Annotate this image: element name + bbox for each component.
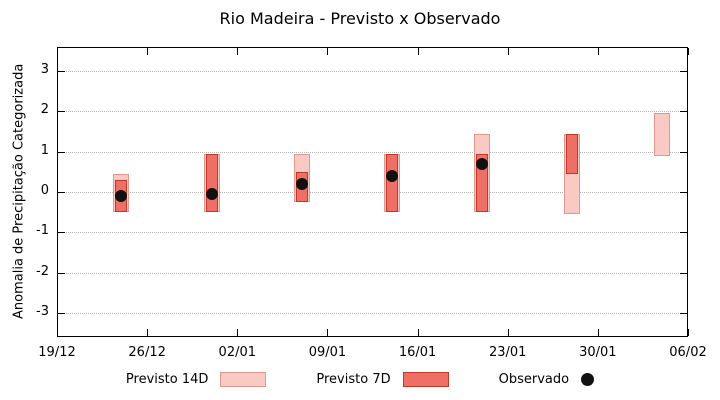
y-tick-label: -1 xyxy=(36,223,49,239)
bar-previsto-14d xyxy=(654,113,671,156)
legend-label-observado: Observado xyxy=(498,372,570,387)
observed-dot xyxy=(475,157,488,170)
x-tick-mark xyxy=(688,329,689,336)
gridline xyxy=(58,151,687,153)
y-tick-mark xyxy=(680,111,687,113)
y-tick-label: 3 xyxy=(40,62,49,78)
x-tick-mark xyxy=(507,329,509,336)
x-tick-label: 16/01 xyxy=(398,345,437,360)
gridline xyxy=(58,232,687,234)
y-tick-mark xyxy=(58,232,65,234)
y-tick-mark xyxy=(680,312,687,314)
x-tick-mark xyxy=(147,329,149,336)
x-tick-mark xyxy=(237,48,239,55)
gridline xyxy=(58,272,687,274)
x-tick-mark xyxy=(57,48,58,55)
x-tick-label: 30/01 xyxy=(579,345,617,360)
observed-dot xyxy=(205,188,218,200)
y-tick-mark xyxy=(680,151,687,153)
x-tick-mark xyxy=(597,329,599,336)
x-tick-label: 02/01 xyxy=(218,345,257,360)
y-tick-label: -2 xyxy=(36,263,49,279)
y-tick-label: 0 xyxy=(40,183,49,198)
y-tick-label: 1 xyxy=(40,142,49,158)
gridline xyxy=(58,71,687,73)
observed-dot xyxy=(295,177,308,190)
x-tick-label: 19/12 xyxy=(38,345,76,360)
y-tick-label: 2 xyxy=(40,102,49,118)
legend-swatch-observado-dot xyxy=(581,373,595,386)
observed-dot xyxy=(385,169,398,182)
x-tick-mark xyxy=(597,48,599,55)
x-tick-mark xyxy=(417,48,419,55)
legend-item-observado: Observado xyxy=(498,372,595,387)
legend-label-previsto-7d: Previsto 7D xyxy=(316,372,391,387)
bar-previsto-7d xyxy=(385,153,398,213)
gridline xyxy=(58,192,687,193)
x-tick-mark xyxy=(688,48,689,55)
y-tick-mark xyxy=(680,192,687,193)
y-tick-mark xyxy=(58,272,65,274)
legend-swatch-previsto-7d xyxy=(402,372,449,387)
gridline xyxy=(58,312,687,314)
y-tick-mark xyxy=(58,151,65,153)
y-tick-mark xyxy=(58,192,65,193)
y-tick-mark xyxy=(680,71,687,73)
x-tick-mark xyxy=(237,329,239,336)
y-tick-mark xyxy=(58,312,65,314)
x-tick-mark xyxy=(417,329,419,336)
x-tick-label: 26/12 xyxy=(128,345,166,360)
x-tick-label: 06/02 xyxy=(669,345,707,360)
bar-previsto-7d xyxy=(566,133,579,174)
bar-previsto-7d xyxy=(205,153,218,213)
observed-dot xyxy=(115,190,128,203)
x-tick-label: 09/01 xyxy=(308,345,347,360)
y-tick-mark xyxy=(58,71,65,73)
x-tick-mark xyxy=(327,329,329,336)
chart-title: Rio Madeira - Previsto x Observado xyxy=(219,9,501,28)
x-tick-label: 23/01 xyxy=(488,345,527,360)
legend-swatch-previsto-14d xyxy=(220,372,267,387)
legend-item-previsto-7d: Previsto 7D xyxy=(316,372,449,387)
y-tick-mark xyxy=(680,232,687,234)
x-tick-mark xyxy=(327,48,329,55)
y-tick-mark xyxy=(680,272,687,274)
y-tick-mark xyxy=(58,111,65,113)
legend-item-previsto-14d: Previsto 14D xyxy=(125,372,267,387)
x-tick-mark xyxy=(147,48,149,55)
legend-label-previsto-14d: Previsto 14D xyxy=(125,372,209,387)
x-tick-mark xyxy=(57,329,58,336)
y-tick-label: -3 xyxy=(36,303,49,319)
gridline xyxy=(58,111,687,113)
legend: Previsto 14D Previsto 7D Observado xyxy=(0,372,720,387)
x-tick-mark xyxy=(507,48,509,55)
